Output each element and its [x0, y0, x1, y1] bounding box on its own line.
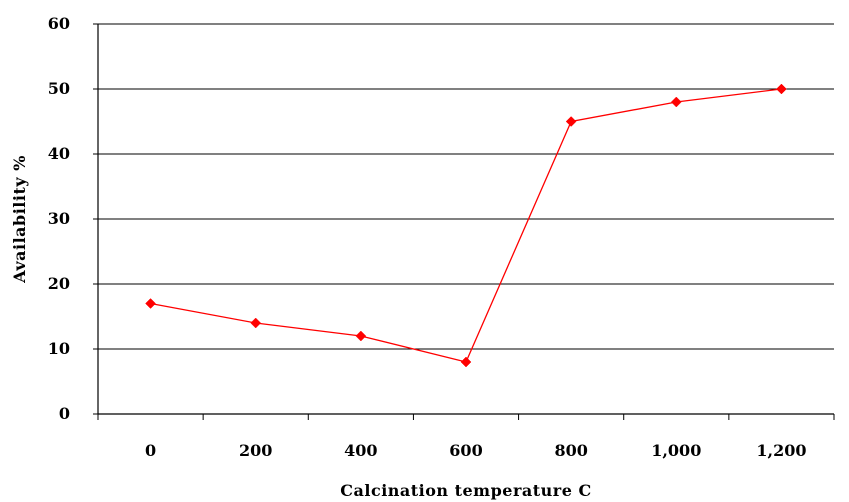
y-tick-label: 20 — [48, 274, 70, 293]
y-tick-label: 60 — [48, 14, 70, 33]
y-tick-label: 0 — [59, 404, 70, 423]
y-tick-label: 30 — [48, 209, 70, 228]
x-axis-ticks: 0 200 400 600 800 1,000 1,200 — [97, 414, 835, 460]
x-tick-label: 800 — [554, 441, 587, 460]
x-tick-label: 200 — [239, 441, 272, 460]
x-tick-label: 0 — [145, 441, 156, 460]
y-tick-label: 10 — [48, 339, 70, 358]
x-tick-label: 1,200 — [756, 441, 806, 460]
x-tick-label: 400 — [344, 441, 377, 460]
x-tick-label: 1,000 — [651, 441, 701, 460]
data-point — [355, 330, 367, 342]
x-tick-label: 600 — [449, 441, 482, 460]
data-point — [776, 83, 787, 95]
data-point — [565, 116, 577, 127]
gridlines — [98, 23, 834, 350]
y-tick-label: 50 — [48, 79, 70, 98]
series-line — [150, 88, 782, 363]
data-point — [250, 317, 262, 329]
x-axis-title: Calcination temperature C — [340, 481, 591, 500]
data-point — [460, 356, 472, 368]
y-axis-ticks: 0 10 20 30 40 50 60 — [48, 14, 98, 423]
y-axis-title: Availability % — [10, 155, 29, 284]
data-point — [670, 96, 682, 108]
data-point — [145, 298, 156, 309]
series — [145, 83, 787, 368]
y-tick-label: 40 — [48, 144, 70, 163]
